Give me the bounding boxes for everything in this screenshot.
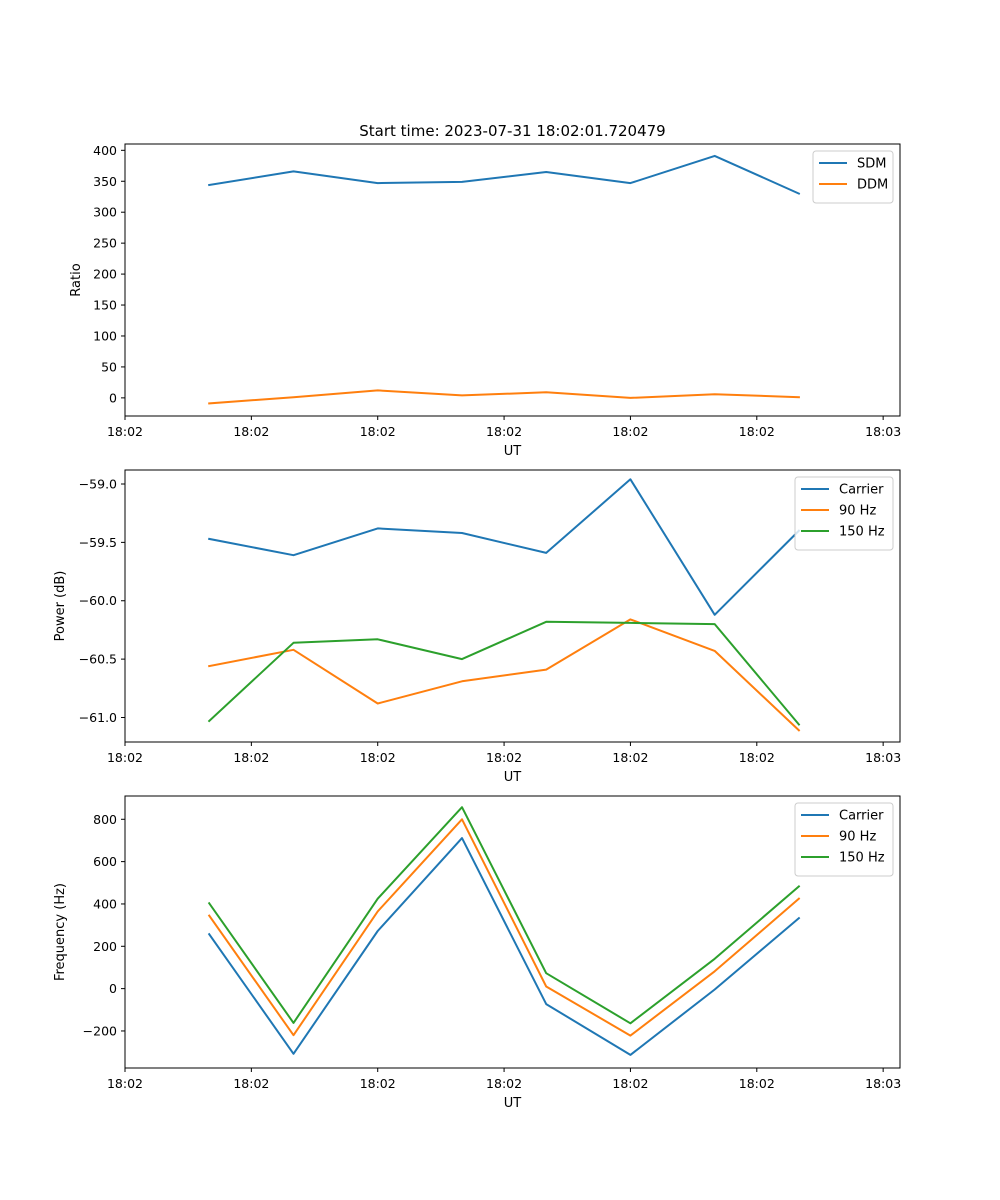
series-line-150-hz <box>207 620 801 726</box>
y-tick-label: 400 <box>93 143 117 158</box>
series-line-90-hz <box>208 618 801 732</box>
figure-title: Start time: 2023-07-31 18:02:01.720479 <box>359 122 665 140</box>
y-tick-label: −59.5 <box>79 535 117 550</box>
y-tick-label: 800 <box>93 812 117 827</box>
y-tick-label: −200 <box>83 1023 117 1038</box>
x-tick-label: 18:02 <box>612 1076 648 1091</box>
x-tick-label: 18:02 <box>233 1076 269 1091</box>
x-axis-label: UT <box>504 444 522 459</box>
x-tick-label: 18:02 <box>107 1076 143 1091</box>
x-tick-label: 18:02 <box>107 750 143 765</box>
series-line-ddm <box>208 389 800 405</box>
x-tick-label: 18:03 <box>865 424 901 439</box>
x-tick-label: 18:02 <box>360 424 396 439</box>
y-tick-label: 350 <box>93 174 117 189</box>
x-tick-label: 18:02 <box>612 424 648 439</box>
axes-frame <box>124 143 901 417</box>
axes-frame <box>124 795 901 1069</box>
y-axis-label: Ratio <box>69 263 84 296</box>
chart-panel-3: 18:02 18:02 18:02 18:02 18:02 18:02 18:03 −200 0… <box>53 795 901 1111</box>
legend: Carrier 90 Hz 150 Hz <box>794 802 894 877</box>
series-line-carrier <box>207 837 801 1056</box>
y-tick-label: 400 <box>93 896 117 911</box>
legend-label: 90 Hz <box>839 504 876 519</box>
y-tick-label: 0 <box>109 390 117 405</box>
legend-label: 150 Hz <box>839 851 885 866</box>
series-line-sdm <box>208 154 801 195</box>
y-tick-label: 150 <box>93 298 117 313</box>
series-line-carrier <box>208 478 801 616</box>
x-tick-label: 18:02 <box>233 424 269 439</box>
x-tick-label: 18:02 <box>739 750 775 765</box>
legend-label: DDM <box>857 178 888 193</box>
y-tick-label: −59.0 <box>79 477 117 492</box>
x-tick-label: 18:02 <box>739 1076 775 1091</box>
y-tick-label: 600 <box>93 854 117 869</box>
plot-area <box>125 796 900 1068</box>
x-tick-label: 18:03 <box>865 1076 901 1091</box>
legend-label: 90 Hz <box>839 830 876 845</box>
y-tick-label: 200 <box>93 267 117 282</box>
series-line-90-hz <box>207 818 801 1037</box>
series-line-150-hz <box>207 806 801 1025</box>
legend-label: SDM <box>857 157 886 172</box>
x-tick-label: 18:02 <box>360 1076 396 1091</box>
y-tick-label: 300 <box>93 205 117 220</box>
legend-label: Carrier <box>839 809 884 824</box>
chart-panel-1: 18:02 18:02 18:02 18:02 18:02 18:02 18:03 0 50 10… <box>69 143 901 459</box>
plot-area <box>125 144 900 416</box>
legend-label: Carrier <box>839 483 884 498</box>
x-axis-label: UT <box>504 1096 522 1111</box>
y-tick-label: 0 <box>109 981 117 996</box>
y-tick-label: 100 <box>93 328 117 343</box>
y-tick-label: 50 <box>101 359 117 374</box>
plot-area <box>125 470 900 742</box>
x-tick-label: 18:02 <box>486 750 522 765</box>
x-tick-label: 18:02 <box>233 750 269 765</box>
y-axis-label: Frequency (Hz) <box>53 883 68 981</box>
y-tick-label: −60.5 <box>79 652 117 667</box>
x-tick-label: 18:02 <box>612 750 648 765</box>
legend: SDM DDM <box>812 150 894 204</box>
legend: Carrier 90 Hz 150 Hz <box>794 476 894 551</box>
y-axis-label: Power (dB) <box>53 571 68 642</box>
y-tick-label: 200 <box>93 939 117 954</box>
y-tick-label: −60.0 <box>79 593 117 608</box>
x-tick-label: 18:02 <box>360 750 396 765</box>
x-axis-label: UT <box>504 770 522 785</box>
chart-panel-2: 18:02 18:02 18:02 18:02 18:02 18:02 18:03 −61.0… <box>53 469 901 785</box>
legend-label: 150 Hz <box>839 525 885 540</box>
y-tick-label: −61.0 <box>79 710 117 725</box>
x-tick-label: 18:02 <box>739 424 775 439</box>
x-tick-label: 18:02 <box>107 424 143 439</box>
x-tick-label: 18:03 <box>865 750 901 765</box>
y-tick-label: 250 <box>93 236 117 251</box>
panels: 18:02 18:02 18:02 18:02 18:02 18:02 18:03 0 50 10… <box>53 143 901 1111</box>
axes-frame <box>124 469 901 743</box>
x-tick-label: 18:02 <box>486 424 522 439</box>
x-tick-label: 18:02 <box>486 1076 522 1091</box>
